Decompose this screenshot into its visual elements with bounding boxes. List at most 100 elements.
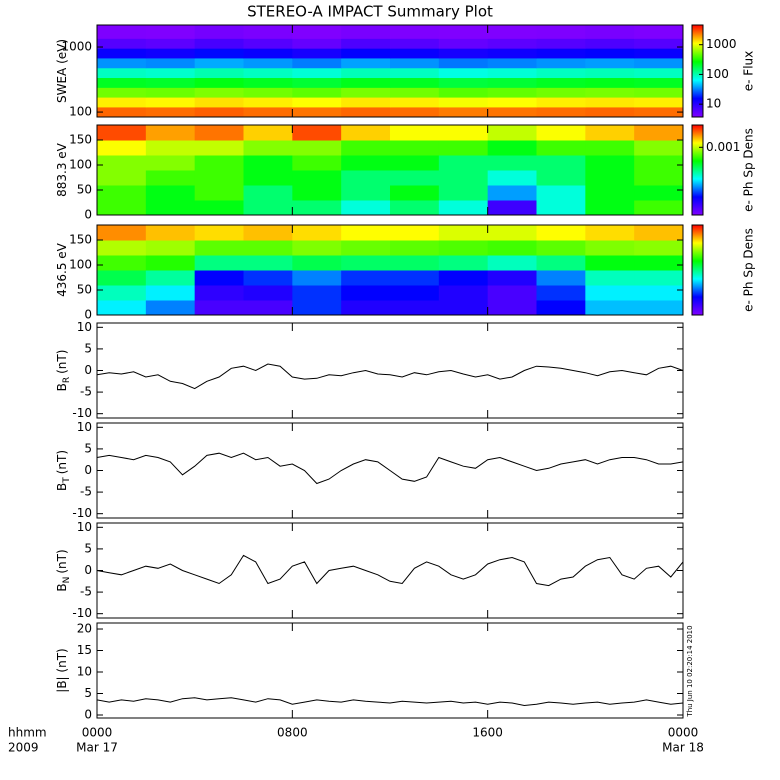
y-tick-label: 5	[84, 441, 92, 455]
heatmap-cell	[292, 38, 342, 49]
heatmap-cell	[438, 38, 489, 49]
heatmap-cell	[97, 225, 147, 241]
heatmap-cell	[243, 77, 293, 88]
y-tick-label: 10	[77, 420, 92, 434]
heatmap-cell	[390, 185, 440, 201]
y-axis-label: 883.3 eV	[55, 142, 69, 197]
heatmap-cell	[536, 106, 586, 118]
colorbar	[691, 224, 704, 316]
heatmap-cell	[97, 25, 147, 39]
y-tick-label: 0	[84, 208, 92, 222]
heatmap-cell	[194, 255, 244, 271]
heatmap-cell	[634, 48, 684, 59]
heatmap-cell	[292, 106, 342, 118]
heatmap-cell	[243, 270, 293, 286]
y-axis-label: BR (nT)	[55, 350, 72, 392]
heatmap-cell	[390, 77, 440, 88]
heatmap-cell	[487, 200, 537, 216]
y-label-main: 883.3 eV	[55, 142, 69, 197]
heatmap-cell	[536, 57, 586, 69]
y-tick-label: -10	[72, 406, 92, 420]
heatmap-cell	[634, 155, 684, 171]
heatmap-cell	[487, 155, 537, 171]
heatmap-cell	[97, 38, 147, 49]
heatmap-cell	[585, 155, 635, 171]
heatmap-cell	[243, 125, 293, 141]
heatmap-cell	[97, 97, 147, 108]
heatmap-cell	[634, 225, 684, 241]
y-label-subscript: T	[62, 477, 72, 484]
heatmap-cell	[438, 106, 489, 118]
y-label-unit: (nT)	[55, 549, 69, 573]
heatmap-cell	[145, 48, 196, 59]
heatmap-cell	[145, 285, 196, 301]
colorbar-tick-label: 10	[706, 97, 721, 111]
heatmap-cell	[194, 125, 244, 141]
y-tick-label: 0	[84, 463, 92, 477]
heatmap-cell	[536, 97, 586, 108]
y-tick-label: 10	[77, 320, 92, 334]
heatmap-cell	[390, 67, 440, 78]
heatmap-cell	[634, 25, 684, 39]
heatmap-cell	[243, 106, 293, 118]
heatmap-cell	[97, 155, 147, 171]
y-label-subscript: N	[62, 577, 72, 584]
heatmap-cell	[341, 57, 391, 69]
heatmap-cell	[97, 285, 147, 301]
heatmap-cell	[487, 240, 537, 256]
heatmap-cell	[438, 255, 489, 271]
y-axis-label: SWEA (eV)	[55, 39, 69, 103]
heatmap-cell	[390, 240, 440, 256]
data-line	[96, 452, 684, 485]
heatmap-cell	[536, 38, 586, 49]
heatmap-cell	[341, 155, 391, 171]
heatmap-cell	[536, 48, 586, 59]
y-tick-label: 50	[77, 183, 92, 197]
heatmap-cell	[145, 300, 196, 316]
heatmap-cell	[194, 48, 244, 59]
heatmap-cell	[585, 77, 635, 88]
panel-frame	[96, 522, 684, 619]
heatmap-cell	[585, 255, 635, 271]
x-tick-label: 0000	[82, 726, 113, 740]
y-tick-label: 100	[69, 158, 92, 172]
heatmap-cell	[243, 87, 293, 98]
heatmap-cell	[536, 300, 586, 316]
heatmap-cell	[390, 170, 440, 186]
y-tick-label: 5	[84, 686, 92, 700]
heatmap-cell	[585, 125, 635, 141]
heatmap-cell	[390, 285, 440, 301]
heatmap-cell	[585, 87, 635, 98]
heatmap-cell	[97, 270, 147, 286]
panel-frame	[96, 322, 684, 419]
heatmap-cell	[536, 270, 586, 286]
heatmap-cell	[341, 140, 391, 156]
y-label-main: |B| (nT)	[55, 648, 69, 692]
colorbar-tick-label: 100	[706, 67, 729, 81]
y-tick-label: 0	[84, 563, 92, 577]
heatmap-cell	[634, 87, 684, 98]
y-tick-label: 10	[77, 665, 92, 679]
heatmap-cell	[634, 77, 684, 88]
y-label-main: B	[55, 483, 69, 491]
heatmap-cell	[194, 25, 244, 39]
y-tick-label: -5	[80, 485, 92, 499]
heatmap-cell	[97, 106, 147, 118]
heatmap-cell	[536, 67, 586, 78]
heatmap-cell	[243, 200, 293, 216]
heatmap-cell	[390, 87, 440, 98]
heatmap-cell	[438, 285, 489, 301]
colorbar-label: e- Ph Sp Dens	[742, 228, 756, 312]
heatmap-cell	[438, 97, 489, 108]
heatmap-cell	[536, 87, 586, 98]
heatmap-cell	[438, 200, 489, 216]
heatmap-cell	[145, 140, 196, 156]
heatmap-cell	[390, 25, 440, 39]
y-axis-label: 436.5 eV	[55, 242, 69, 297]
heatmap-cell	[341, 270, 391, 286]
heatmap-cell	[487, 106, 537, 118]
data-line	[96, 363, 684, 390]
heatmap-cell	[194, 155, 244, 171]
heatmap-cell	[97, 140, 147, 156]
heatmap-cell	[438, 57, 489, 69]
